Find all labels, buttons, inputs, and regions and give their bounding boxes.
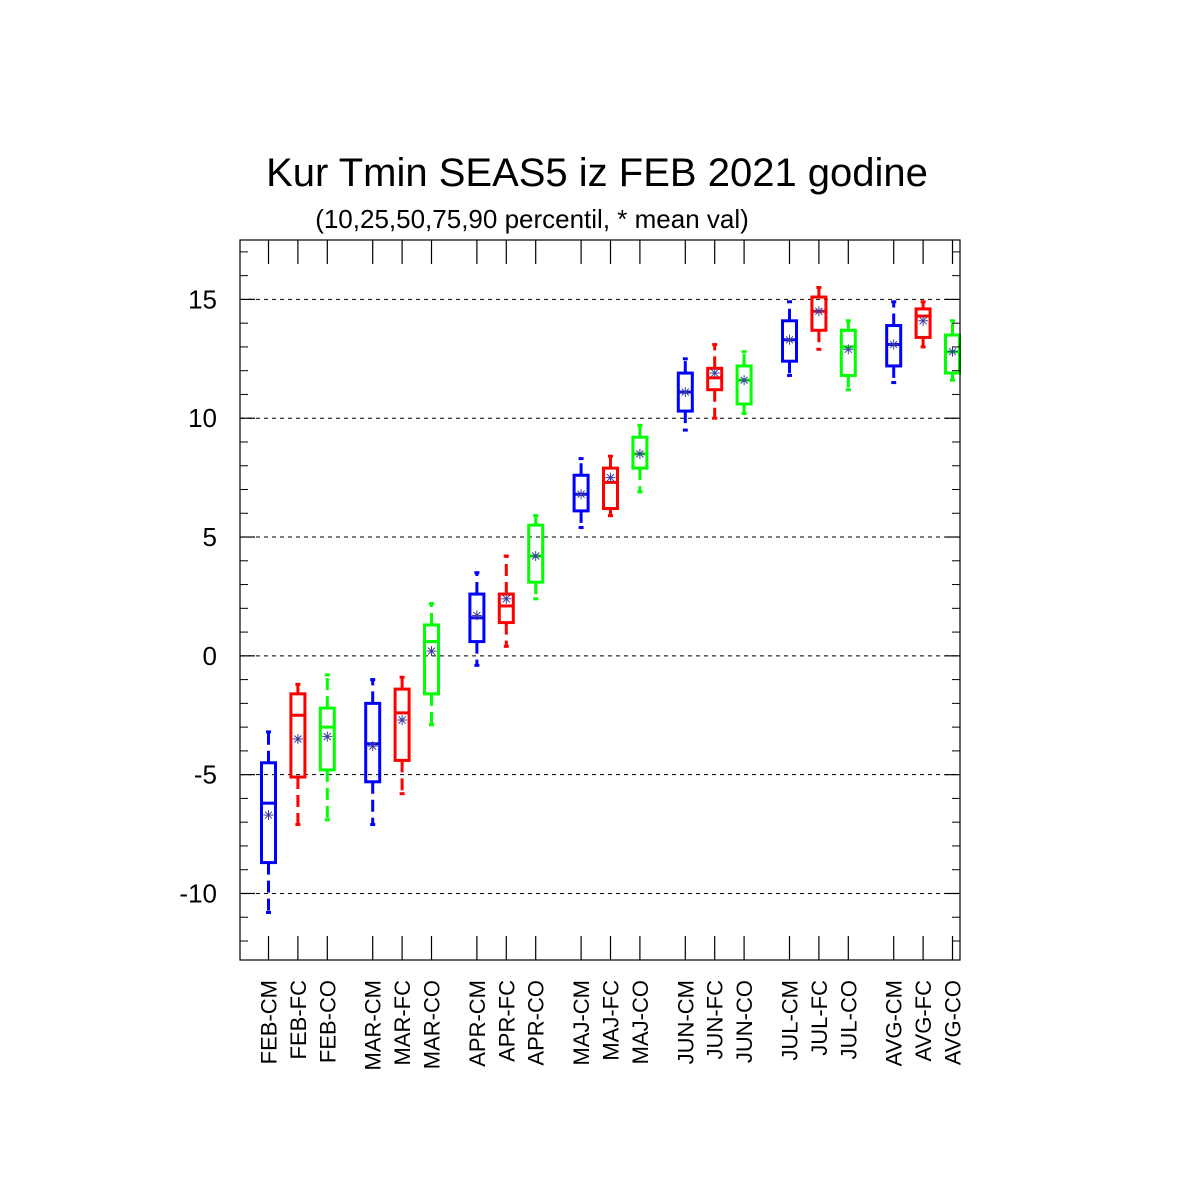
y-axis: -10 -5 0 5 10 15 [179,251,960,942]
box-mar-co [423,602,440,727]
box-avg-co [944,319,961,382]
x-tick-label: JUL-CM [778,980,803,1061]
mean-marker [502,594,511,603]
x-tick-label: JUL-FC [807,980,832,1056]
boxes [260,286,961,914]
x-tick-label: FEB-FC [286,980,311,1060]
box-avg-cm [885,300,903,385]
box-iqr [602,466,619,511]
chart-title: Kur Tmin SEAS5 iz FEB 2021 godine [266,151,928,195]
y-tick-label: 5 [203,522,217,552]
mean-marker [919,316,927,325]
y-tick-label: 10 [188,403,217,433]
box-jun-co [735,350,753,415]
box-iqr [810,295,828,332]
mean-marker [577,490,585,499]
box-maj-fc [602,454,619,518]
mean-marker [264,811,273,819]
x-tick-label: MAR-FC [390,980,415,1066]
box-feb-co [318,673,336,822]
x-tick-label: JUN-CO [732,980,757,1063]
x-tick-label: AVG-CO [941,980,966,1065]
x-tick-label: APR-CO [524,980,549,1066]
mean-marker [785,335,794,344]
box-iqr [914,307,932,339]
mean-marker [889,340,898,349]
box-iqr [289,692,307,779]
x-axis: FEB-CM FEB-FC FEB-CO MAR-CM MAR-FC MAR-CO APR-… [257,240,966,1070]
box-jun-fc [706,343,724,420]
x-tick-label: MAJ-CO [628,980,653,1064]
x-tick-label: JUN-CM [673,980,698,1064]
chart-subtitle: (10,25,50,75,90 percentil, * mean val) [315,204,749,234]
y-tick-label: -10 [179,878,217,908]
box-jun-cm [676,357,694,432]
mean-marker [844,345,853,354]
box-jul-fc [810,286,828,351]
mean-marker [531,552,540,560]
x-tick-label: MAR-CO [420,980,445,1069]
x-tick-label: MAR-CM [361,980,386,1070]
box-iqr [423,623,440,696]
mean-marker [398,716,406,724]
box-feb-cm [260,730,277,914]
x-tick-label: AVG-FC [911,980,936,1062]
box-apr-fc [497,554,515,648]
mean-marker [606,473,615,482]
x-tick-label: APR-FC [494,980,519,1062]
box-iqr [318,706,336,772]
box-maj-cm [572,457,590,530]
box-apr-cm [468,571,486,667]
grid-lines [240,298,960,894]
x-tick-label: APR-CM [465,980,490,1067]
box-iqr [393,687,411,762]
y-tick-label: -5 [194,760,217,790]
x-tick-label: JUL-CO [836,980,861,1059]
box-maj-co [631,423,649,494]
x-tick-label: AVG-CM [882,980,907,1066]
y-tick-label: 15 [188,284,217,314]
mean-marker [948,347,957,356]
mean-marker [427,647,436,655]
box-feb-fc [289,682,307,827]
x-tick-label: FEB-CM [257,980,282,1064]
box-iqr [527,523,545,584]
box-jul-cm [781,300,798,377]
box-jul-co [839,319,857,392]
box-iqr [260,761,277,865]
box-iqr [735,364,753,406]
box-apr-co [527,514,545,601]
mean-marker [294,735,302,743]
x-tick-label: MAJ-FC [599,980,624,1061]
mean-marker [740,376,748,385]
mean-marker [368,742,377,750]
box-iqr [839,328,857,377]
mean-marker [710,369,719,377]
box-avg-fc [914,300,932,349]
mean-marker [323,732,332,741]
box-mar-cm [364,678,382,827]
mean-marker [636,450,644,458]
mean-marker [681,388,690,396]
x-tick-label: MAJ-CM [569,980,594,1066]
box-mar-fc [393,675,411,796]
mean-marker [473,611,481,620]
x-tick-label: JUN-FC [703,980,728,1060]
x-tick-label: FEB-CO [315,980,340,1063]
y-tick-label: 0 [203,641,217,671]
plot-frame [239,239,961,961]
mean-marker [815,307,823,316]
